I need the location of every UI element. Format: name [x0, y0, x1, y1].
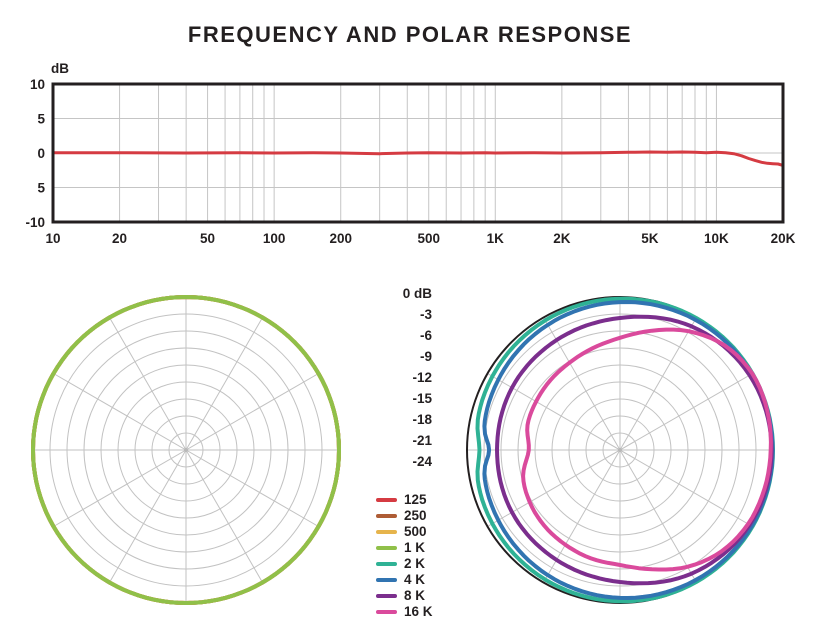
x-tick-label: 500: [417, 231, 440, 246]
polar-db-scale-label: -3: [419, 307, 432, 322]
legend-label: 500: [404, 524, 427, 539]
polar-db-scale-label: -15: [412, 391, 432, 406]
polar-db-scale-label: 0 dB: [402, 286, 432, 301]
legend-item: 250: [376, 508, 433, 524]
y-tick-label: -10: [25, 215, 45, 230]
legend-item: 125: [376, 492, 433, 508]
legend-color-swatch: [376, 546, 397, 550]
legend-label: 4 K: [404, 572, 426, 587]
legend-item: 4 K: [376, 572, 433, 588]
x-tick-label: 200: [329, 231, 352, 246]
polar-db-scale-label: -12: [412, 370, 432, 385]
polar-db-scale-label: -21: [412, 433, 432, 448]
y-tick-label: 5: [37, 112, 45, 127]
legend-label: 1 K: [404, 540, 426, 555]
x-tick-label: 100: [263, 231, 286, 246]
high-frequency-polar-chart: [466, 296, 775, 604]
polar-db-scale-label: -18: [412, 412, 432, 427]
x-tick-label: 50: [200, 231, 215, 246]
x-tick-label: 5K: [641, 231, 659, 246]
x-tick-label: 10K: [704, 231, 729, 246]
polar-curve-8k: [495, 314, 774, 586]
x-tick-label: 2K: [553, 231, 571, 246]
y-tick-label: 0: [37, 146, 45, 161]
legend-color-swatch: [376, 594, 397, 598]
polar-db-scale-label: -9: [419, 349, 432, 364]
legend-color-swatch: [376, 610, 397, 614]
x-tick-label: 20: [112, 231, 127, 246]
polar-db-scale: 0 dB -3 -6 -9 -12 -15 -18 -21 -24: [355, 283, 432, 472]
legend-color-swatch: [376, 530, 397, 534]
x-tick-label: 10: [45, 231, 60, 246]
response-curve: [51, 150, 785, 167]
legend-item: 1 K: [376, 540, 433, 556]
polar-center-dot: [618, 448, 622, 452]
legend-color-swatch: [376, 498, 397, 502]
chart-title: FREQUENCY AND POLAR RESPONSE: [187, 22, 633, 47]
legend-color-swatch: [376, 514, 397, 518]
plot-border: [51, 82, 785, 224]
y-tick-label: 5: [37, 181, 45, 196]
legend-label: 250: [404, 508, 427, 523]
low-frequency-polar-chart: [31, 295, 341, 605]
polar-db-scale-label: -6: [419, 328, 432, 343]
legend-color-swatch: [376, 562, 397, 566]
legend-item: 8 K: [376, 588, 433, 604]
polar-curve-4k: [482, 300, 775, 600]
polar-curve-1k: [31, 295, 341, 605]
legend-item: 2 K: [376, 556, 433, 572]
y-axis-title: dB: [51, 61, 69, 76]
polar-curve-16k: [521, 327, 773, 572]
y-tick-label: 10: [30, 77, 45, 92]
legend-item: 16 K: [376, 604, 433, 620]
legend-label: 16 K: [404, 604, 433, 619]
legend-label: 8 K: [404, 588, 426, 603]
polar-db-scale-label: -24: [412, 454, 432, 469]
legend-color-swatch: [376, 578, 397, 582]
polar-center-dot: [184, 448, 188, 452]
legend-item: 500: [376, 524, 433, 540]
x-tick-label: 1K: [487, 231, 505, 246]
legend-label: 125: [404, 492, 427, 507]
legend-label: 2 K: [404, 556, 426, 571]
x-tick-label: 20K: [771, 231, 796, 246]
